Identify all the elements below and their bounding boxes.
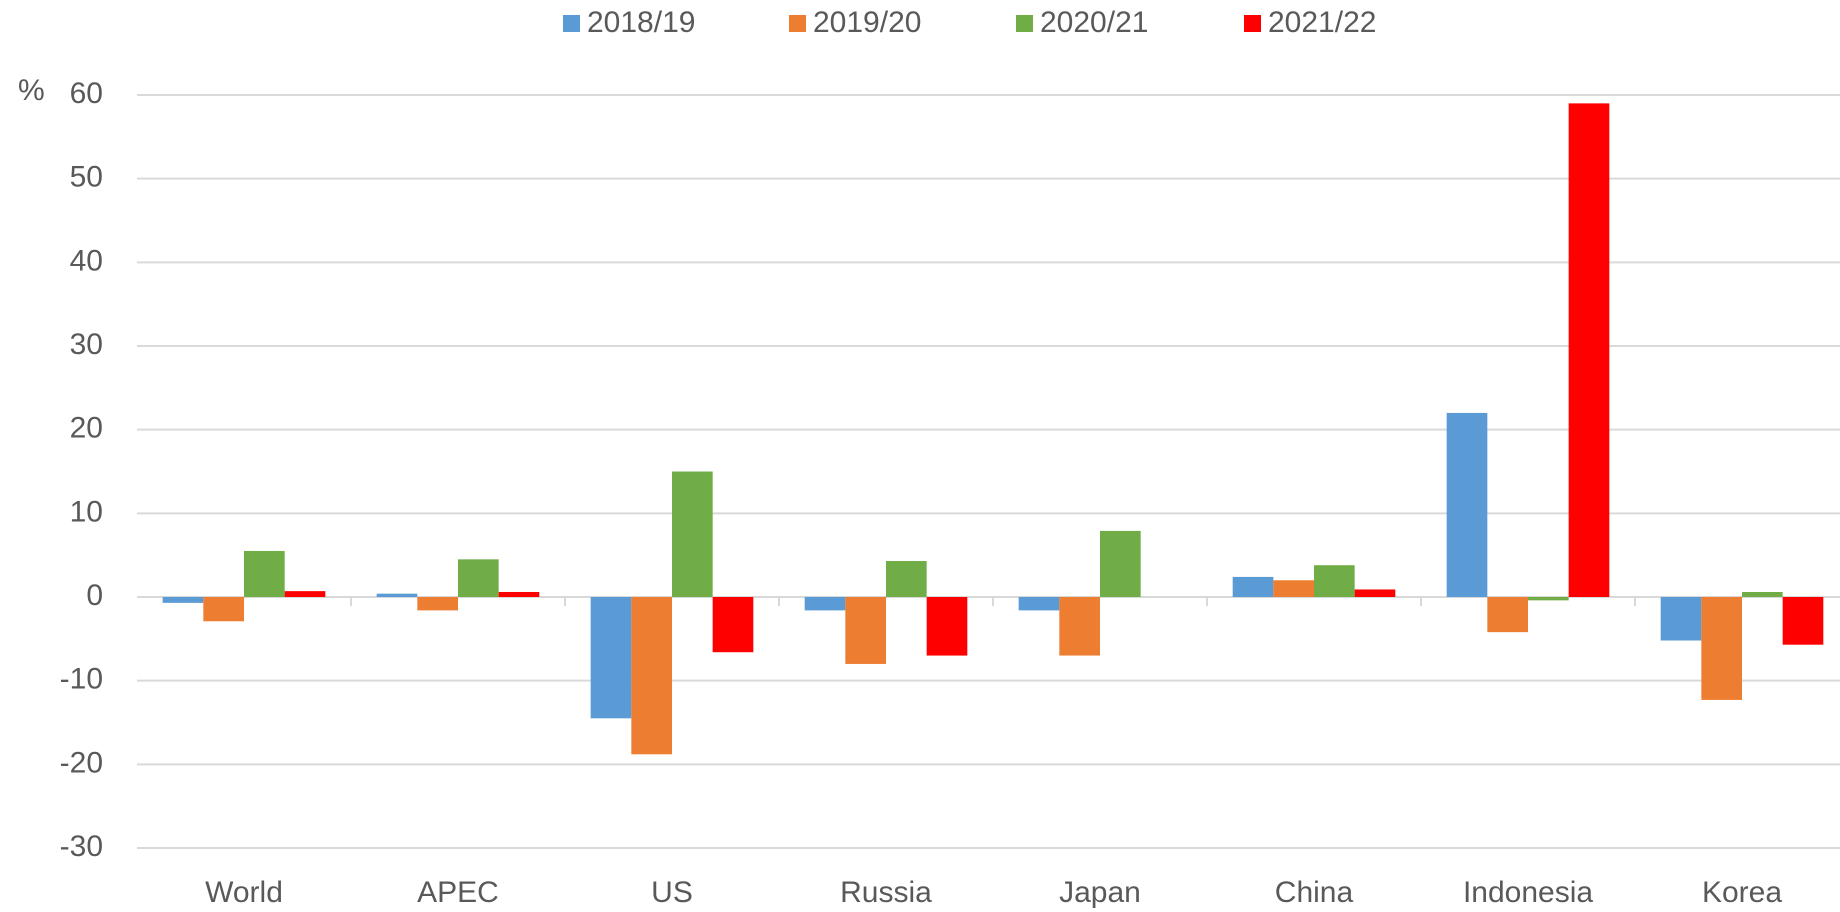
- bar: [1568, 103, 1610, 597]
- bar: [284, 591, 326, 597]
- y-tick-label: 60: [70, 77, 103, 110]
- bar: [1660, 597, 1702, 641]
- x-tick-label: Japan: [1059, 876, 1141, 909]
- bar: [886, 561, 927, 597]
- bar: [203, 597, 244, 622]
- x-tick-label: US: [651, 876, 693, 909]
- bar: [712, 597, 754, 653]
- bar: [1059, 597, 1100, 656]
- bar: [498, 591, 540, 597]
- legend-swatch: [1244, 15, 1261, 32]
- x-tick-label: APEC: [417, 876, 499, 909]
- x-tick-label: Indonesia: [1463, 876, 1593, 909]
- bar: [926, 597, 968, 656]
- x-tick-label: World: [205, 876, 283, 909]
- bar: [1446, 412, 1488, 597]
- y-tick-label: 40: [70, 244, 103, 277]
- y-tick-label: -30: [60, 830, 103, 863]
- bar: [1528, 597, 1569, 601]
- y-axis-unit: %: [18, 74, 45, 107]
- bar: [162, 597, 204, 603]
- y-tick-label: 0: [86, 579, 103, 612]
- bar: [631, 597, 672, 755]
- bar: [376, 593, 418, 597]
- bar: [1018, 597, 1060, 611]
- bar: [1314, 565, 1355, 597]
- bar: [244, 550, 285, 597]
- bar: [1487, 597, 1528, 633]
- x-tick-label: Russia: [840, 876, 932, 909]
- y-tick-label: 10: [70, 495, 103, 528]
- bar: [1782, 597, 1824, 645]
- bar: [1354, 589, 1396, 597]
- legend-label: 2021/22: [1268, 6, 1376, 39]
- y-tick-label: 50: [70, 161, 103, 194]
- legend-label: 2019/20: [813, 6, 921, 39]
- x-tick-label: Korea: [1702, 876, 1782, 909]
- bar: [1232, 576, 1274, 597]
- bar: [804, 597, 846, 611]
- legend-swatch: [563, 15, 580, 32]
- bar: [590, 597, 632, 719]
- bar: [458, 559, 499, 597]
- y-tick-label: -20: [60, 746, 103, 779]
- legend-swatch: [1016, 15, 1033, 32]
- bar: [672, 471, 713, 597]
- legend-swatch: [789, 15, 806, 32]
- x-tick-label: China: [1275, 876, 1354, 909]
- bar: [845, 597, 886, 664]
- legend-label: 2018/19: [587, 6, 695, 39]
- y-tick-label: 20: [70, 412, 103, 445]
- bar: [417, 597, 458, 611]
- y-tick-label: 30: [70, 328, 103, 361]
- y-tick-label: -10: [60, 663, 103, 696]
- bar: [1701, 597, 1742, 700]
- legend-label: 2020/21: [1040, 6, 1148, 39]
- bar: [1742, 591, 1783, 597]
- bar: [1273, 580, 1314, 597]
- bar: [1100, 530, 1141, 597]
